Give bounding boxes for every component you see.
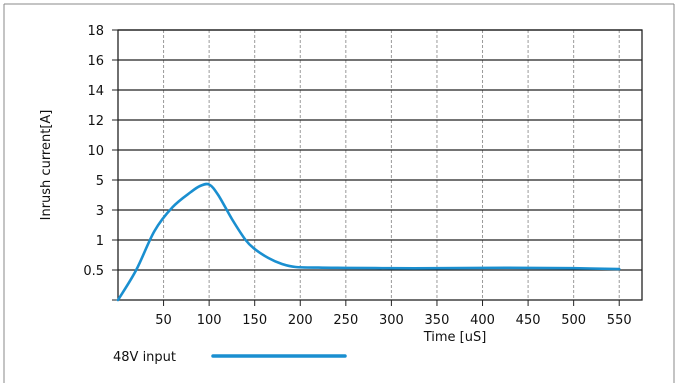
- x-axis-title: Time [uS]: [423, 330, 487, 345]
- x-tick-label-50: 50: [155, 313, 172, 328]
- y-axis-title: Inrush current[A]: [39, 110, 54, 221]
- series-layer: [116, 182, 621, 302]
- x-tick-label-100: 100: [197, 313, 222, 328]
- legend: 48V input: [113, 350, 347, 365]
- x-tick-label-500: 500: [561, 313, 586, 328]
- y-tick-label-14: 14: [87, 84, 104, 99]
- x-tick-label-350: 350: [425, 313, 450, 328]
- y-tick-label-5: 5: [96, 174, 104, 189]
- x-tick-label-250: 250: [333, 313, 358, 328]
- y-tick-label-0-5: 0.5: [83, 264, 104, 279]
- x-tick-label-400: 400: [470, 313, 495, 328]
- x-tick-label-450: 450: [516, 313, 541, 328]
- x-tick-label-300: 300: [379, 313, 404, 328]
- y-tick-label-16: 16: [87, 54, 104, 69]
- x-tick-label-200: 200: [288, 313, 313, 328]
- plot-area: [117, 29, 643, 301]
- axis-ticks: 50 100 150 200 250 300 350 400 450 500 550 0.5 1 3 5 10…: [83, 24, 631, 328]
- x-tick-label-550: 550: [607, 313, 632, 328]
- series-line-48v-input: [116, 182, 621, 302]
- y-tick-label-10: 10: [87, 144, 104, 159]
- y-tick-label-18: 18: [87, 24, 104, 39]
- grid: [118, 29, 642, 300]
- y-tick-label-3: 3: [96, 204, 104, 219]
- y-tick-label-1: 1: [96, 234, 104, 249]
- y-tick-label-12: 12: [87, 114, 104, 129]
- legend-label: 48V input: [113, 350, 176, 365]
- x-tick-label-150: 150: [242, 313, 267, 328]
